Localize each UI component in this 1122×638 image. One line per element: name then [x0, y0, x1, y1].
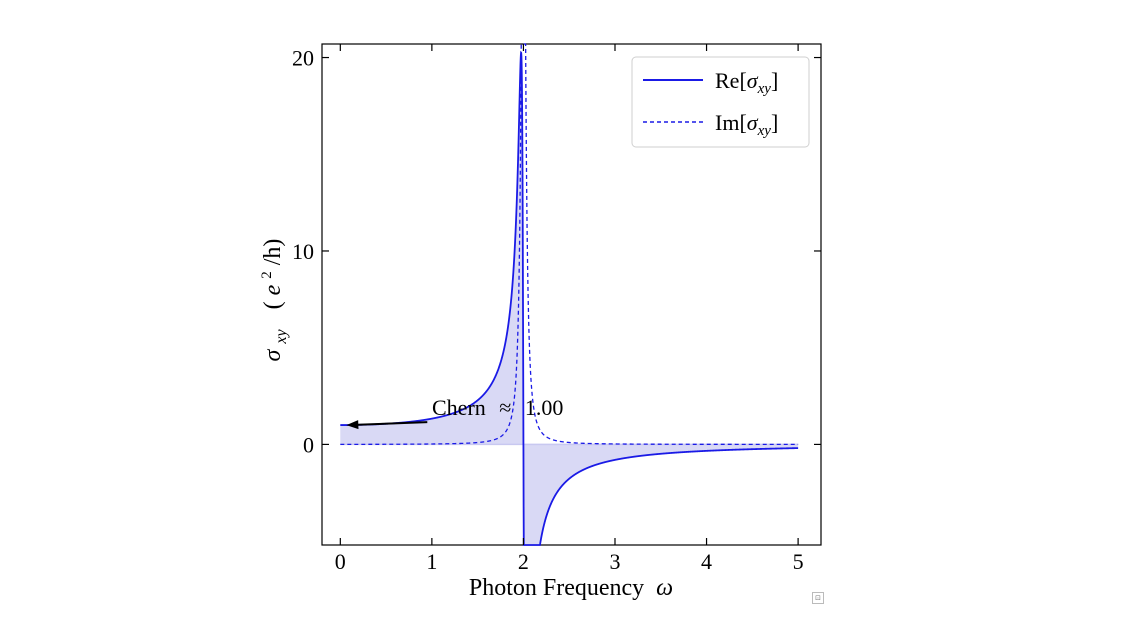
- y-axis-title-symbol: σ: [260, 348, 286, 361]
- x-tick-label-0: 0: [335, 549, 346, 574]
- legend: Re[σxy] Im[σxy]: [631, 56, 810, 148]
- y-axis-title: σ xy ( e 2 /h): [251, 239, 292, 362]
- ticks-layer: [322, 44, 821, 545]
- y-tick-label-20: 20: [292, 46, 314, 71]
- y-axis-title-unit-exp: 2: [259, 271, 275, 279]
- plot-frame: [321, 43, 822, 546]
- chern-approx: ≈: [499, 395, 511, 420]
- chern-arrow-head: [346, 420, 359, 430]
- svg-text:σ xy ( e: σ xy ( e 2 /h): [251, 239, 292, 362]
- legend-re-symbol: σ: [747, 68, 759, 93]
- y-axis-title-unit-rest: /h): [260, 239, 286, 266]
- chern-annotation: Chern ≈ 1.00: [346, 395, 563, 430]
- legend-label-im: Im[σxy]: [715, 110, 778, 139]
- tick-labels-layer: 0 1 2 3 4 5 0 10 20: [292, 46, 804, 574]
- svg-text:Photon Frequency ω: Photon Frequency ω: [469, 575, 673, 601]
- legend-im-sub: xy: [757, 123, 772, 139]
- legend-label-re: Re[σxy]: [715, 68, 778, 97]
- chern-label: Chern: [432, 395, 486, 420]
- legend-im-suffix: ]: [771, 110, 778, 135]
- legend-re-suffix: ]: [771, 68, 778, 93]
- x-axis-title-symbol: ω: [656, 575, 673, 601]
- y-tick-label-10: 10: [292, 239, 314, 264]
- chern-value: 1.00: [525, 395, 564, 420]
- y-axis-title-unit-e: e: [260, 284, 286, 295]
- x-axis-title: Photon Frequency ω: [469, 575, 673, 601]
- x-tick-label-4: 4: [701, 549, 712, 574]
- re-fill-area: [340, 52, 799, 546]
- plot-area: [321, 43, 822, 546]
- series-im-line: [340, 43, 799, 446]
- legend-re-prefix: Re[: [715, 68, 747, 93]
- chern-arrow-line: [354, 421, 428, 426]
- svg-text:Chern ≈ 1.00: Chern ≈ 1.00: [432, 395, 563, 420]
- y-tick-label-0: 0: [303, 432, 314, 457]
- y-axis-title-unit-open: (: [260, 301, 286, 309]
- series-layer: [340, 43, 799, 546]
- legend-re-sub: xy: [757, 81, 772, 97]
- series-re-line: [340, 50, 799, 546]
- y-axis-title-subscript: xy: [273, 328, 290, 344]
- x-tick-label-1: 1: [426, 549, 437, 574]
- legend-im-prefix: Im[: [715, 110, 747, 135]
- x-tick-label-5: 5: [793, 549, 804, 574]
- x-tick-label-2: 2: [518, 549, 529, 574]
- x-tick-label-3: 3: [609, 549, 620, 574]
- expand-icon[interactable]: ⊡: [812, 592, 824, 604]
- x-axis-title-text: Photon Frequency: [469, 575, 644, 601]
- legend-im-symbol: σ: [747, 110, 759, 135]
